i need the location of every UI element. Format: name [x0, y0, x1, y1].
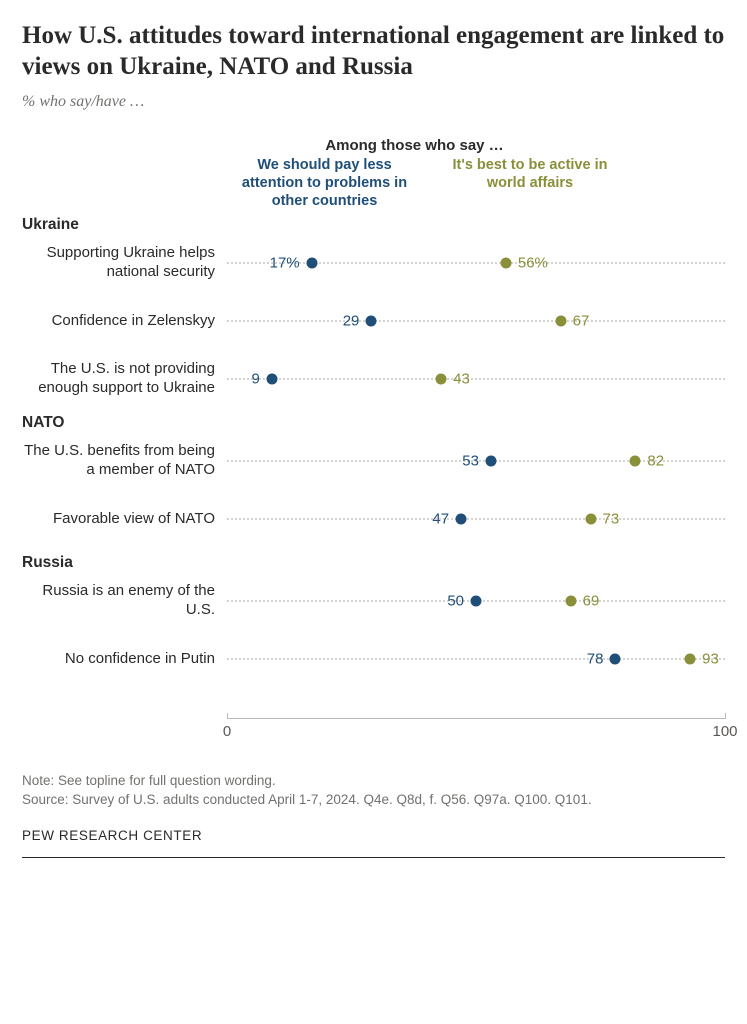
- value-label-a: 47: [432, 510, 449, 527]
- group-heading: Russia: [22, 554, 725, 572]
- dotted-line: [227, 262, 725, 264]
- chart-area: Among those who say … We should pay less…: [22, 137, 725, 750]
- x-axis: 0100: [22, 718, 725, 750]
- footnote-note: Note: See topline for full question word…: [22, 772, 725, 791]
- dot-series-b: [630, 455, 641, 466]
- value-label-a: 78: [587, 650, 604, 667]
- chart-subtitle: % who say/have …: [22, 93, 725, 111]
- row-label: The U.S. benefits from being a member of…: [22, 442, 227, 480]
- row-plot: 17% 56%: [227, 234, 725, 292]
- axis-tick: [227, 713, 228, 719]
- value-label-b: 67: [573, 312, 590, 329]
- chart-row: Favorable view of NATO 47 73: [22, 490, 725, 548]
- value-label-b: 43: [453, 370, 470, 387]
- chart-row: The U.S. benefits from being a member of…: [22, 432, 725, 490]
- value-label-a: 17%: [270, 254, 300, 271]
- group-heading: Ukraine: [22, 216, 725, 234]
- dotted-line: [227, 378, 725, 380]
- dot-series-a: [306, 257, 317, 268]
- chart-title: How U.S. attitudes toward international …: [22, 20, 725, 83]
- row-plot: 47 73: [227, 490, 725, 548]
- footnote-source: Source: Survey of U.S. adults conducted …: [22, 791, 725, 810]
- value-label-a: 50: [447, 592, 464, 609]
- axis-tick-label: 0: [223, 723, 231, 740]
- chart-row: No confidence in Putin 78 93: [22, 630, 725, 688]
- dot-series-b: [585, 513, 596, 524]
- value-label-b: 73: [603, 510, 620, 527]
- source-org: PEW RESEARCH CENTER: [22, 828, 725, 858]
- dot-series-b: [555, 315, 566, 326]
- dot-series-a: [471, 595, 482, 606]
- dot-series-a: [366, 315, 377, 326]
- row-plot: 9 43: [227, 350, 725, 408]
- dot-series-a: [485, 455, 496, 466]
- row-label: Supporting Ukraine helps national securi…: [22, 244, 227, 282]
- row-plot: 53 82: [227, 432, 725, 490]
- dotted-line: [227, 658, 725, 660]
- dot-series-a: [610, 653, 621, 664]
- footnotes: Note: See topline for full question word…: [22, 772, 725, 810]
- row-label: Favorable view of NATO: [22, 510, 227, 529]
- dot-series-b: [436, 373, 447, 384]
- row-label: The U.S. is not providing enough support…: [22, 360, 227, 398]
- dotted-line: [227, 518, 725, 520]
- dot-series-a: [456, 513, 467, 524]
- value-label-b: 93: [702, 650, 719, 667]
- row-plot: 78 93: [227, 630, 725, 688]
- group-heading: NATO: [22, 414, 725, 432]
- legend-supertitle: Among those who say …: [237, 137, 592, 154]
- row-label: No confidence in Putin: [22, 650, 227, 669]
- legend-series-a: We should pay less attention to problems…: [227, 156, 422, 210]
- chart-row: Supporting Ukraine helps national securi…: [22, 234, 725, 292]
- row-label: Russia is an enemy of the U.S.: [22, 582, 227, 620]
- value-label-a: 53: [462, 452, 479, 469]
- dot-series-a: [266, 373, 277, 384]
- chart-row: The U.S. is not providing enough support…: [22, 350, 725, 408]
- legend-series-b: It's best to be active in world affairs: [450, 156, 610, 210]
- chart-row: Confidence in Zelenskyy 29 67: [22, 292, 725, 350]
- row-plot: 50 69: [227, 572, 725, 630]
- row-plot: 29 67: [227, 292, 725, 350]
- value-label-b: 82: [647, 452, 664, 469]
- value-label-b: 56%: [518, 254, 548, 271]
- dot-series-b: [500, 257, 511, 268]
- dot-series-b: [685, 653, 696, 664]
- axis-tick-label: 100: [712, 723, 737, 740]
- dotted-line: [227, 320, 725, 322]
- legend-row: We should pay less attention to problems…: [227, 156, 725, 210]
- row-label: Confidence in Zelenskyy: [22, 312, 227, 331]
- dot-series-b: [565, 595, 576, 606]
- value-label-a: 29: [343, 312, 360, 329]
- value-label-b: 69: [583, 592, 600, 609]
- value-label-a: 9: [251, 370, 259, 387]
- chart-row: Russia is an enemy of the U.S. 50 69: [22, 572, 725, 630]
- axis-tick: [725, 713, 726, 719]
